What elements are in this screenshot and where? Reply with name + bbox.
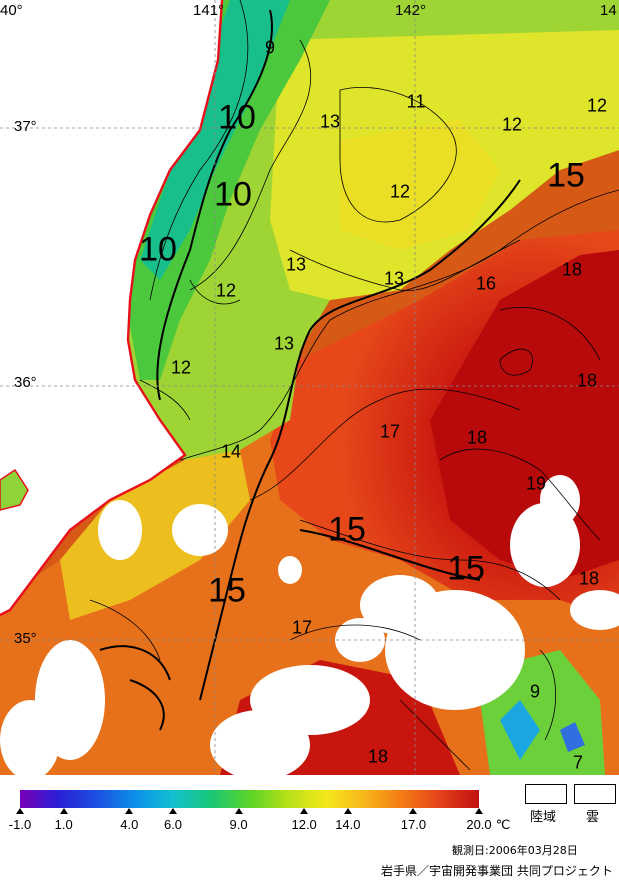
lon-label-140: 40° <box>0 2 23 19</box>
colorbar-tick-mark <box>125 808 134 814</box>
lon-label-142: 142° <box>395 2 427 19</box>
colorbar-tick-mark <box>300 808 309 814</box>
se-blue-patch-2 <box>560 722 585 752</box>
colorbar-tick-mark <box>169 808 177 814</box>
contour-label: 9 <box>529 681 541 702</box>
contour-label: 19 <box>525 473 547 494</box>
colorbar-unit: ℃ <box>495 817 511 832</box>
contour-label: 12 <box>389 181 411 202</box>
cloud-patches <box>0 475 619 775</box>
colorbar-tick-mark <box>16 808 24 814</box>
colorbar-tick-label: 4.0 <box>120 817 139 832</box>
contour-label: 10 <box>214 175 252 214</box>
contour-label: 15 <box>328 510 366 549</box>
colorbar-tick-label: 1.0 <box>54 817 73 832</box>
yellow-transition-band <box>60 450 250 620</box>
contour-label: 18 <box>561 259 583 280</box>
land-legend-label: 陸域 <box>530 810 557 825</box>
land-mass <box>0 0 222 615</box>
contour-lines <box>89 0 619 771</box>
lat-label-35: 35° <box>14 630 37 647</box>
graticule <box>0 0 619 775</box>
colorbar-tick-mark <box>59 808 68 814</box>
contour-label: 13 <box>273 333 295 354</box>
contour-label: 10 <box>218 98 256 137</box>
contour-label: 18 <box>367 746 389 767</box>
cloud-legend-swatch <box>574 784 616 804</box>
contour-label: 15 <box>547 156 585 195</box>
lat-label-37: 37° <box>14 118 37 135</box>
contour-label: 14 <box>220 441 242 462</box>
colorbar-tick-label: 9.0 <box>229 817 248 832</box>
lon-label-141: 141° <box>193 2 225 19</box>
contour-label: 17 <box>379 421 401 442</box>
colorbar-tick-mark <box>343 808 352 814</box>
contour-label: 13 <box>319 111 341 132</box>
contour-label: 12 <box>170 357 192 378</box>
credit-line: 岩手県／宇宙開発事業団 共同プロジェクト <box>381 864 613 878</box>
contour-label: 12 <box>501 114 523 135</box>
cloud-legend-label: 雲 <box>586 810 600 825</box>
observation-date: 観測日:2006年03月28日 <box>452 844 578 857</box>
islet-west <box>0 468 29 511</box>
land-legend-swatch <box>525 784 567 804</box>
colorbar-tick-label: 14.0 <box>335 817 361 832</box>
colorbar-tick-label: 20.0 <box>466 817 492 832</box>
colorbar-tick-mark <box>475 808 483 814</box>
contour-label: 15 <box>447 549 485 588</box>
contour-label: 9 <box>264 37 276 58</box>
contour-label: 11 <box>406 91 426 112</box>
lon-label-143: 14 <box>600 2 617 19</box>
colorbar-tick-label: 12.0 <box>291 817 317 832</box>
thick-contours <box>99 9 521 731</box>
coastline <box>0 0 224 617</box>
contour-label: 15 <box>208 571 246 610</box>
contour-label: 18 <box>466 427 488 448</box>
contour-label: 16 <box>475 273 497 294</box>
se-blue-patch <box>500 700 540 760</box>
sst-map-canvas <box>0 0 619 775</box>
lat-label-36: 36° <box>14 374 37 391</box>
contour-label: 12 <box>586 95 608 116</box>
contour-label: 12 <box>215 280 237 301</box>
contour-label: 18 <box>576 370 598 391</box>
temperature-colorbar <box>20 790 479 808</box>
contour-label: 13 <box>383 268 405 289</box>
contour-label: 10 <box>139 230 177 269</box>
contour-label: 18 <box>578 568 600 589</box>
colorbar-tick-label: -1.0 <box>8 817 32 832</box>
colorbar-tick-label: 6.0 <box>163 817 183 832</box>
colorbar-tick-mark <box>234 808 243 814</box>
contour-label: 17 <box>291 617 313 638</box>
colorbar-tick-label: 17.0 <box>400 817 427 832</box>
colorbar-tick-mark <box>409 808 418 814</box>
contour-label: 13 <box>285 254 307 275</box>
yellow-offshore-patch <box>340 120 500 250</box>
contour-label: 7 <box>572 752 584 773</box>
sst-map: 40° 141° 142° 14 37° 36° 35° 9 10 10 10 … <box>0 0 619 775</box>
